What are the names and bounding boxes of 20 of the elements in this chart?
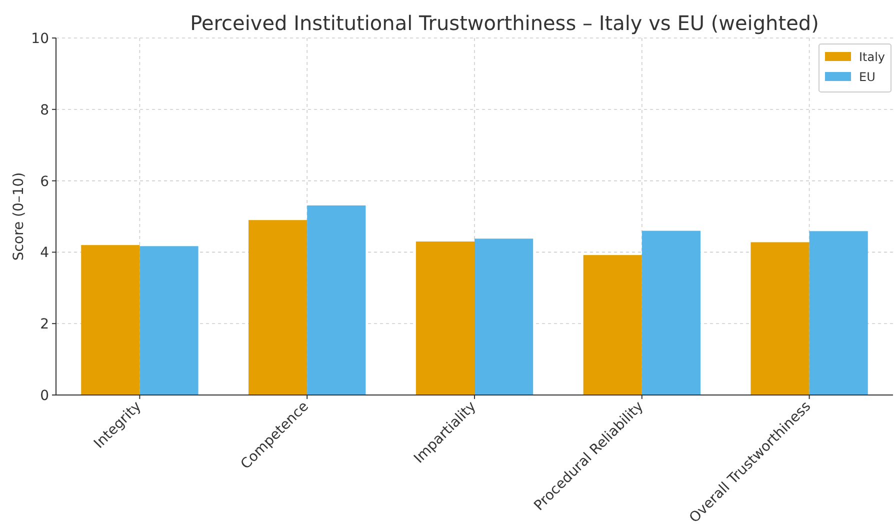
- y-axis-title: Score (0–10): [11, 172, 27, 261]
- bar: [642, 230, 700, 395]
- y-tick-label: 4: [40, 245, 50, 262]
- bar: [416, 241, 474, 395]
- bar: [81, 245, 140, 395]
- bar: [474, 238, 534, 395]
- y-tick-label: 8: [40, 102, 49, 118]
- bar: [248, 220, 308, 395]
- legend-label: Italy: [859, 50, 886, 64]
- bar: [140, 246, 198, 395]
- bar: [307, 205, 366, 395]
- bar: [809, 231, 868, 395]
- chart-title: Perceived Institutional Trustworthiness – Italy vs EU (weighted): [190, 11, 819, 35]
- y-tick-label: 0: [40, 388, 49, 404]
- y-tick-label: 2: [40, 316, 49, 333]
- bar: [583, 255, 642, 395]
- y-tick-label: 6: [40, 174, 50, 190]
- y-tick-label: 10: [31, 31, 49, 47]
- legend-label: EU: [859, 70, 876, 84]
- bar: [750, 242, 810, 395]
